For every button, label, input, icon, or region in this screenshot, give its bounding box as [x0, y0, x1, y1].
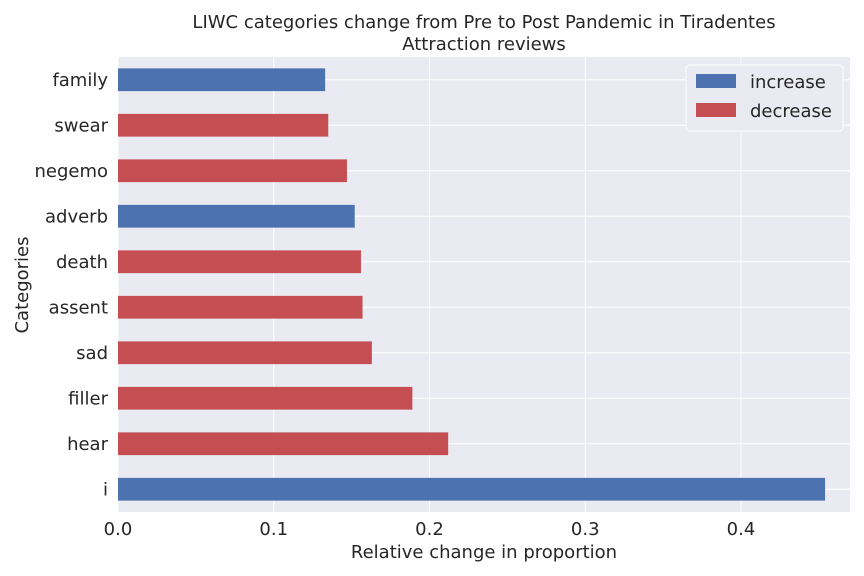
legend-label-decrease: decrease	[750, 101, 832, 122]
bar-adverb	[118, 204, 355, 228]
bar-death	[118, 250, 361, 274]
x-tick-label: 0.0	[104, 519, 133, 540]
y-tick-label: filler	[68, 388, 108, 409]
y-tick-label: swear	[54, 115, 108, 136]
bar-family	[118, 68, 326, 92]
y-tick-label: assent	[49, 297, 108, 318]
bar-sad	[118, 341, 372, 365]
y-tick-label: adverb	[45, 206, 108, 227]
y-axis-label: Categories	[12, 236, 33, 333]
x-axis-label: Relative change in proportion	[351, 542, 617, 563]
y-tick-label: i	[103, 479, 108, 500]
x-tick-label: 0.2	[415, 519, 444, 540]
legend-swatch-decrease	[696, 103, 736, 117]
y-tick-label: death	[56, 252, 108, 273]
y-tick-labels: i hear filler sad assent death adverb negemo swe…	[34, 70, 108, 501]
x-tick-labels: 0.0 0.1 0.2 0.3 0.4	[104, 519, 756, 540]
x-tick-label: 0.1	[259, 519, 288, 540]
legend-swatch-increase	[696, 74, 736, 88]
y-tick-label: hear	[67, 434, 109, 455]
x-tick-label: 0.3	[571, 519, 600, 540]
bars	[118, 68, 826, 501]
y-tick-label: negemo	[34, 161, 108, 182]
bar-swear	[118, 113, 329, 137]
legend: increase decrease	[685, 64, 844, 132]
bar-negemo	[118, 159, 347, 183]
bar-hear	[118, 432, 449, 456]
legend-label-increase: increase	[750, 72, 826, 93]
bar-i	[118, 477, 826, 501]
x-tick-label: 0.4	[727, 519, 756, 540]
bar-filler	[118, 386, 413, 410]
bar-assent	[118, 295, 363, 319]
y-tick-label: sad	[76, 343, 108, 364]
y-tick-label: family	[52, 70, 108, 91]
chart-title-line2: Attraction reviews	[402, 34, 566, 55]
chart-title-line1: LIWC categories change from Pre to Post …	[192, 12, 775, 33]
